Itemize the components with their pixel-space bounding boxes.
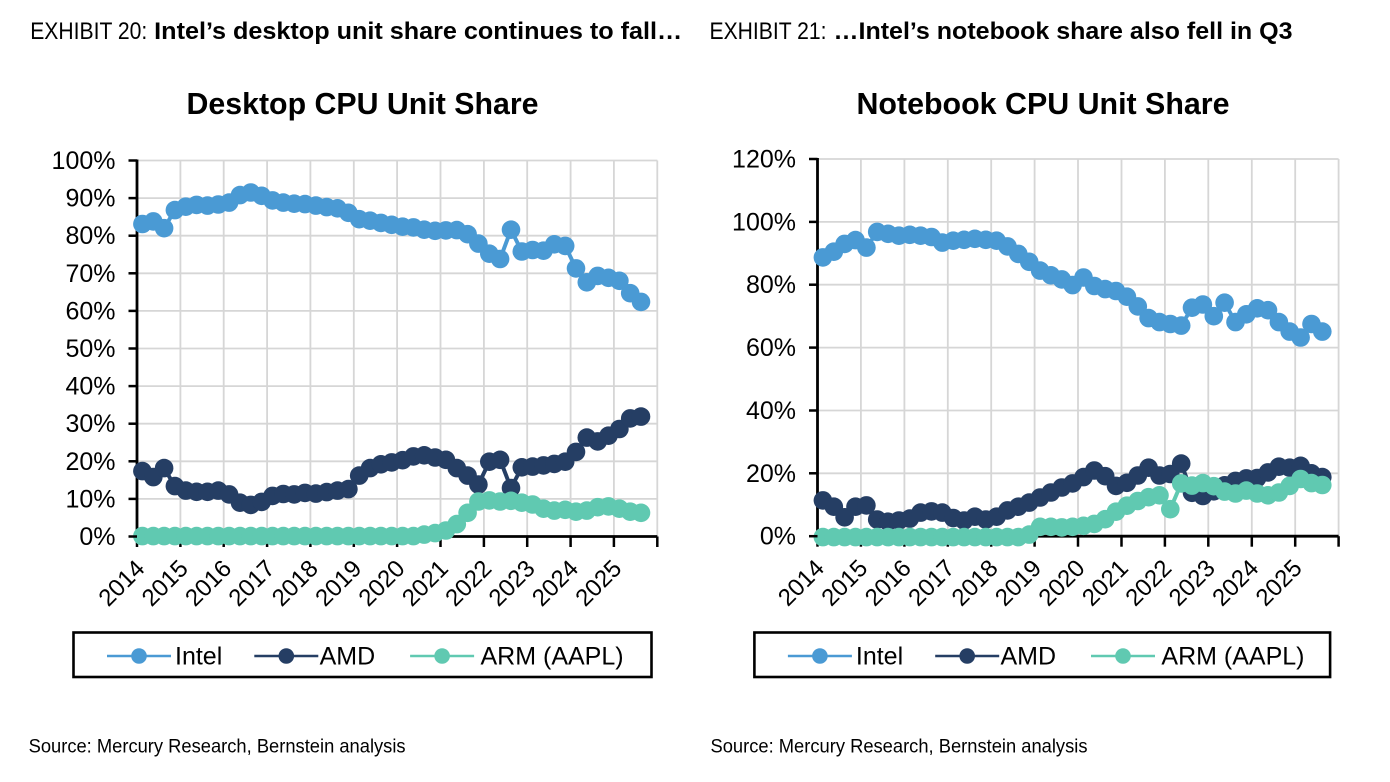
svg-text:Source: Mercury Research, Bern: Source: Mercury Research, Bernstein anal…: [711, 735, 1088, 757]
svg-text:80%: 80%: [746, 271, 796, 299]
svg-text:80%: 80%: [65, 222, 115, 250]
svg-text:2015: 2015: [816, 555, 873, 612]
svg-text:2017: 2017: [224, 555, 281, 612]
svg-text:2014: 2014: [93, 555, 150, 612]
svg-text:Intel: Intel: [175, 642, 222, 670]
svg-text:100%: 100%: [732, 208, 796, 236]
svg-text:Desktop CPU Unit Share: Desktop CPU Unit Share: [187, 86, 539, 121]
svg-text:2018: 2018: [947, 555, 1004, 612]
svg-text:2023: 2023: [1164, 555, 1221, 612]
svg-text:70%: 70%: [65, 260, 115, 288]
svg-text:0%: 0%: [79, 523, 115, 551]
svg-text:60%: 60%: [746, 334, 796, 362]
svg-text:2024: 2024: [527, 555, 584, 612]
svg-text:ARM (AAPL): ARM (AAPL): [481, 642, 624, 670]
svg-text:Intel: Intel: [856, 642, 903, 670]
svg-text:40%: 40%: [746, 397, 796, 425]
svg-text:0%: 0%: [760, 523, 796, 551]
svg-text:Notebook CPU Unit Share: Notebook CPU Unit Share: [857, 86, 1230, 121]
svg-text:2019: 2019: [990, 555, 1047, 612]
svg-text:2023: 2023: [484, 555, 541, 612]
svg-text:10%: 10%: [65, 485, 115, 513]
svg-text:2015: 2015: [137, 555, 194, 612]
svg-text:2021: 2021: [397, 555, 454, 612]
svg-text:ARM (AAPL): ARM (AAPL): [1161, 642, 1304, 670]
svg-text:2016: 2016: [180, 555, 237, 612]
svg-text:120%: 120%: [732, 146, 796, 174]
svg-text:EXHIBIT 20:Intel’s desktop uni: EXHIBIT 20: Intel’s desktop unit share co…: [30, 18, 682, 45]
svg-text:2020: 2020: [354, 555, 411, 612]
svg-text:2024: 2024: [1207, 555, 1264, 612]
svg-text:40%: 40%: [65, 373, 115, 401]
svg-text:2017: 2017: [903, 555, 960, 612]
svg-text:90%: 90%: [65, 185, 115, 213]
svg-text:EXHIBIT 21:…Intel’s notebook s: EXHIBIT 21: …Intel’s notebook share also …: [710, 18, 1293, 45]
svg-text:2022: 2022: [440, 555, 497, 612]
svg-text:2016: 2016: [860, 555, 917, 612]
svg-text:2020: 2020: [1034, 555, 1091, 612]
svg-text:Source: Mercury Research, Bern: Source: Mercury Research, Bernstein anal…: [29, 735, 406, 757]
svg-text:20%: 20%: [746, 460, 796, 488]
svg-text:60%: 60%: [65, 297, 115, 325]
svg-text:2019: 2019: [310, 555, 367, 612]
svg-text:AMD: AMD: [1001, 642, 1057, 670]
svg-text:50%: 50%: [65, 335, 115, 363]
svg-text:2021: 2021: [1077, 555, 1134, 612]
svg-text:20%: 20%: [65, 448, 115, 476]
svg-text:AMD: AMD: [320, 642, 376, 670]
svg-text:2025: 2025: [1251, 555, 1308, 612]
svg-text:2014: 2014: [773, 555, 830, 612]
svg-text:2022: 2022: [1120, 555, 1177, 612]
svg-text:100%: 100%: [52, 147, 116, 175]
svg-text:2018: 2018: [267, 555, 324, 612]
svg-text:30%: 30%: [65, 410, 115, 438]
svg-text:2025: 2025: [570, 555, 627, 612]
